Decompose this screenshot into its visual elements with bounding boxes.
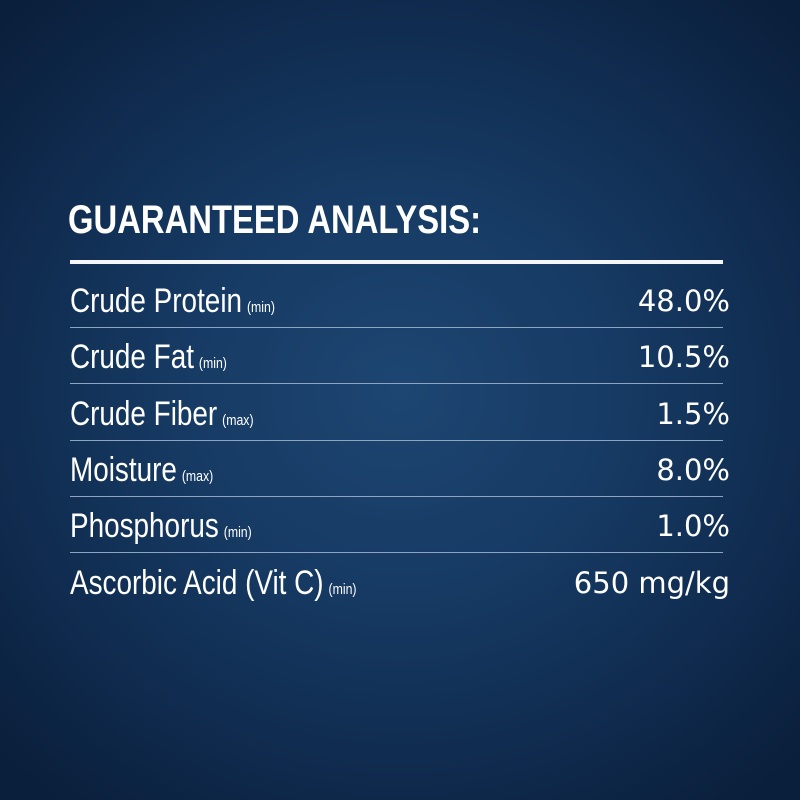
row-divider	[70, 383, 723, 385]
nutrient-name: Crude Protein	[70, 282, 243, 320]
row-divider	[70, 439, 723, 441]
table-row: Moisture (max) 8.0%	[70, 441, 730, 497]
table-row: Phosphorus (min) 1.0%	[70, 497, 730, 554]
nutrient-label: Crude Fiber (max)	[70, 395, 254, 434]
nutrient-name: Moisture	[70, 450, 177, 489]
nutrient-name: Phosphorus	[70, 507, 219, 546]
nutrient-label: Ascorbic Acid (Vit C) (min)	[70, 564, 357, 603]
page-title: GUARANTEED ANALYSIS:	[68, 198, 482, 242]
nutrient-name: Ascorbic Acid (Vit C)	[70, 563, 324, 602]
nutrient-value: 48.0%	[637, 284, 730, 318]
table-row: Crude Fiber (max) 1.5%	[70, 385, 730, 441]
nutrient-name: Crude Fat	[70, 338, 194, 377]
nutrient-label: Moisture (max)	[70, 451, 213, 490]
row-divider	[70, 495, 723, 497]
nutrient-value: 1.5%	[656, 396, 730, 431]
nutrient-value: 1.0%	[656, 509, 730, 544]
nutrient-label: Crude Protein (min)	[70, 282, 275, 321]
nutrient-qualifier: (max)	[181, 467, 214, 485]
nutrient-label: Crude Fat (min)	[70, 338, 227, 377]
row-divider	[70, 552, 723, 554]
nutrient-qualifier: (min)	[223, 524, 252, 542]
nutrient-value: 10.5%	[637, 340, 730, 375]
nutrient-qualifier: (min)	[246, 299, 275, 316]
table-row: Crude Protein (min) 48.0%	[70, 272, 730, 328]
nutrient-value: 650 mg/kg	[573, 565, 730, 600]
nutrient-qualifier: (min)	[328, 580, 357, 598]
nutrient-name: Crude Fiber	[70, 394, 218, 433]
table-row: Crude Fat (min) 10.5%	[70, 328, 730, 385]
table-row: Ascorbic Acid (Vit C) (min) 650 mg/kg	[70, 554, 730, 610]
nutrient-qualifier: (min)	[198, 355, 227, 373]
title-rule	[70, 260, 723, 264]
nutrient-value: 8.0%	[656, 452, 730, 487]
nutrient-qualifier: (max)	[222, 411, 254, 429]
row-divider	[70, 327, 723, 328]
nutrient-label: Phosphorus (min)	[70, 507, 252, 546]
